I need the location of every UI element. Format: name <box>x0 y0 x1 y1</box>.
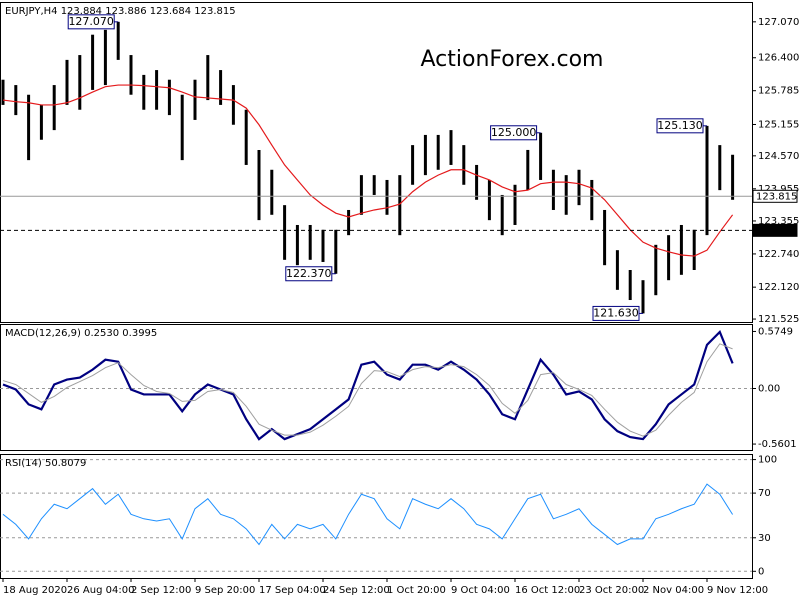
x-tick-label: 2 Nov 04:00 <box>643 585 704 596</box>
x-tick-label: 9 Oct 04:00 <box>451 585 510 596</box>
panel-frame <box>0 324 753 451</box>
y-tick-label: 0 <box>758 566 764 577</box>
y-tick-label: 125.785 <box>758 86 799 97</box>
annotation-label: 125.130 <box>657 119 703 132</box>
y-tick-label: 0.00 <box>758 383 780 394</box>
level-label: 123.815 <box>756 191 797 202</box>
y-tick-label: 123.355 <box>758 216 799 227</box>
y-tick-label: 121.525 <box>758 314 799 325</box>
y-tick-label: 100 <box>758 455 777 466</box>
y-tick-label: 123.955 <box>758 184 799 195</box>
panel-title: RSI(14) 50.8079 <box>5 458 86 469</box>
panel-frame <box>0 454 753 579</box>
y-tick-label: 70 <box>758 488 771 499</box>
moving-average <box>2 84 734 257</box>
x-tick-label: 2 Sep 12:00 <box>131 585 191 596</box>
x-tick-label: 17 Sep 04:00 <box>259 585 326 596</box>
x-tick-label: 9 Sep 20:00 <box>195 585 255 596</box>
x-tick-label: 16 Oct 12:00 <box>515 585 580 596</box>
indicator-line <box>2 329 734 441</box>
x-tick-label: 1 Oct 20:00 <box>387 585 446 596</box>
y-tick-label: 30 <box>758 533 771 544</box>
y-tick-label: 0.5749 <box>758 326 793 337</box>
x-tick-label: 18 Aug 2020 <box>3 585 67 596</box>
x-tick-label: 9 Nov 12:00 <box>707 585 768 596</box>
annotation-box <box>285 266 333 282</box>
level-label: 123.180 <box>756 225 797 236</box>
level-label-box <box>752 223 798 237</box>
annotation-label: 125.000 <box>491 126 537 139</box>
y-tick-label: 127.070 <box>758 17 799 28</box>
y-tick-label: 125.155 <box>758 119 799 130</box>
panel-title: EURJPY,H4 123.884 123.886 123.684 123.81… <box>5 6 236 17</box>
x-tick-label: 26 Aug 04:00 <box>67 585 134 596</box>
annotation-box <box>656 118 704 134</box>
watermark: ActionForex.com <box>421 47 604 72</box>
y-tick-label: 122.120 <box>758 282 799 293</box>
annotation-box <box>490 125 538 141</box>
y-tick-label: 124.570 <box>758 151 799 162</box>
indicator-line <box>2 483 734 546</box>
y-tick-label: 122.740 <box>758 249 799 260</box>
panel-frame <box>0 2 753 323</box>
x-tick-label: 23 Oct 20:00 <box>579 585 644 596</box>
annotation-box <box>67 14 115 30</box>
annotation-box <box>592 305 640 321</box>
panel-title: MACD(12,26,9) 0.2530 0.3995 <box>5 328 157 339</box>
y-tick-label: -0.5601 <box>758 439 797 450</box>
x-tick-label: 24 Sep 12:00 <box>323 585 390 596</box>
annotation-label: 122.370 <box>286 267 332 280</box>
indicator-line <box>2 343 733 437</box>
y-tick-label: 126.400 <box>758 53 799 64</box>
annotation-label: 121.630 <box>593 306 639 319</box>
annotation-label: 127.070 <box>68 15 114 28</box>
level-label-box <box>752 189 798 203</box>
